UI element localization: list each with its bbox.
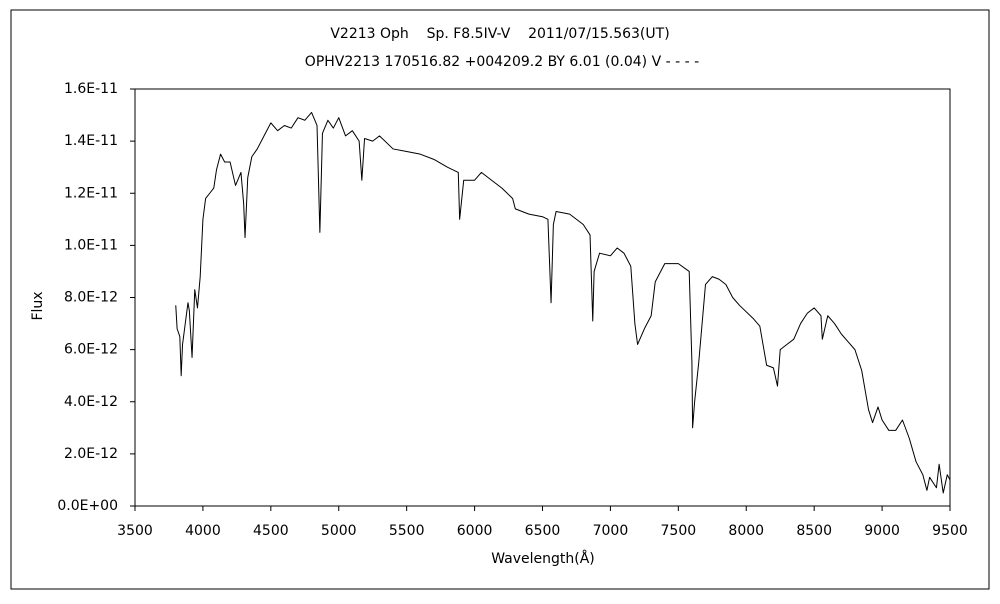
y-tick-label: 1.2E-11 <box>64 185 118 201</box>
x-tick-label: 8000 <box>728 523 764 539</box>
x-tick-label: 9000 <box>864 523 900 539</box>
x-tick-label: 8500 <box>796 523 832 539</box>
x-tick-label: 7500 <box>661 523 697 539</box>
x-tick-label: 5000 <box>321 523 357 539</box>
y-tick-label: 1.4E-11 <box>64 133 118 149</box>
y-tick-label: 2.0E-12 <box>64 446 118 462</box>
x-tick-label: 7000 <box>593 523 629 539</box>
x-tick-label: 9500 <box>932 523 968 539</box>
y-tick-label: 4.0E-12 <box>64 394 118 410</box>
x-tick-label: 4500 <box>253 523 289 539</box>
spectrum-line <box>175 111 951 494</box>
y-tick-label: 1.6E-11 <box>64 81 118 97</box>
y-tick-label: 0.0E+00 <box>57 498 118 514</box>
x-tick-label: 6500 <box>525 523 561 539</box>
x-axis-label: Wavelength(Å) <box>491 550 595 567</box>
chart-title: V2213 Oph Sp. F8.5IV-V 2011/07/15.563(UT… <box>330 26 669 42</box>
y-tick-label: 1.0E-11 <box>64 237 118 253</box>
y-axis-label: Flux <box>30 291 46 320</box>
y-tick-label: 8.0E-12 <box>64 290 118 306</box>
x-tick-label: 4000 <box>185 523 221 539</box>
x-tick-label: 6000 <box>457 523 493 539</box>
plot-area <box>134 88 951 507</box>
y-tick-label: 6.0E-12 <box>64 342 118 358</box>
x-tick-label: 3500 <box>117 523 153 539</box>
x-tick-label: 5500 <box>389 523 425 539</box>
chart-subtitle: OPHV2213 170516.82 +004209.2 BY 6.01 (0.… <box>305 54 699 70</box>
